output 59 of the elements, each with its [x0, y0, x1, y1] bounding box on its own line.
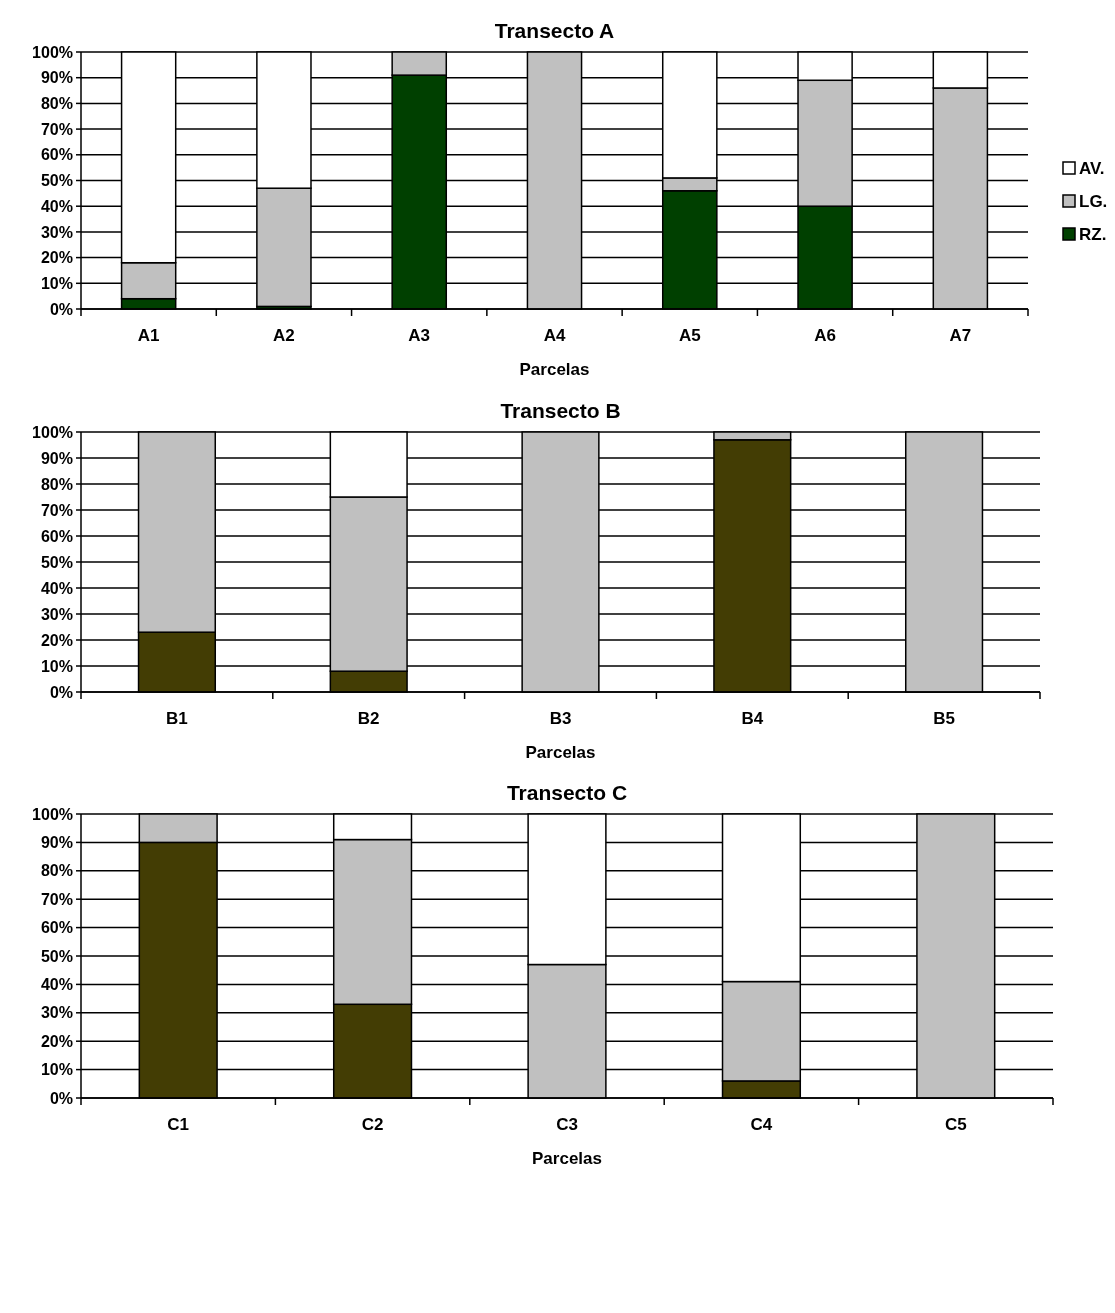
y-tick-label: 70% [40, 120, 73, 138]
y-tick-label: 40% [40, 579, 73, 597]
x-tick-label: B2 [357, 709, 380, 728]
y-tick-label: 50% [40, 172, 73, 190]
chart-title: Transecto A [494, 19, 615, 42]
x-tick-label: B3 [549, 709, 572, 728]
y-tick-label: 40% [40, 976, 73, 993]
y-tick-label: 100% [32, 805, 73, 823]
y-tick-label: 90% [40, 834, 73, 851]
y-tick-label: 70% [40, 890, 73, 908]
y-tick-label: 100% [32, 43, 73, 61]
y-tick-label: 30% [40, 223, 73, 241]
y-tick-label: 90% [40, 69, 73, 87]
y-tick-label: 50% [40, 553, 73, 571]
y-tick-label: 10% [40, 1061, 73, 1079]
x-tick-label: C2 [361, 1115, 384, 1134]
x-tick-label: A7 [949, 326, 972, 345]
x-tick-label: C5 [944, 1115, 967, 1134]
y-tick-label: 40% [40, 197, 73, 215]
y-tick-label: 100% [32, 423, 73, 441]
y-tick-label: 30% [40, 1004, 73, 1022]
x-axis-title: Parcelas [525, 743, 596, 762]
legend-label: LG. [1079, 191, 1108, 211]
y-tick-label: 30% [40, 605, 73, 623]
x-tick-label: A4 [543, 326, 566, 345]
legend-label: AV. [1079, 158, 1105, 178]
y-tick-label: 10% [40, 274, 73, 292]
y-tick-label: 60% [40, 146, 73, 164]
y-tick-label: 0% [49, 1089, 73, 1107]
y-tick-label: 20% [40, 249, 73, 267]
y-tick-label: 70% [40, 501, 73, 519]
x-tick-label: A2 [273, 326, 295, 345]
x-tick-label: C1 [167, 1115, 190, 1134]
x-tick-label: B5 [933, 709, 955, 728]
y-tick-label: 80% [40, 475, 73, 493]
y-tick-label: 90% [40, 449, 73, 467]
y-tick-label: 80% [40, 862, 73, 880]
x-tick-label: B1 [166, 709, 188, 728]
y-tick-label: 0% [49, 300, 73, 318]
y-tick-label: 0% [49, 683, 73, 701]
chart-title: Transecto C [506, 781, 628, 804]
x-axis-title: Parcelas [519, 360, 590, 379]
chart-title: Transecto B [500, 399, 621, 422]
x-tick-label: A5 [678, 326, 701, 345]
y-tick-label: 20% [40, 1032, 73, 1050]
x-tick-label: B4 [741, 709, 764, 728]
legend-label: RZ. [1079, 224, 1107, 244]
y-tick-label: 80% [40, 95, 73, 112]
y-tick-label: 50% [40, 947, 73, 965]
x-tick-label: A3 [408, 326, 431, 345]
y-tick-label: 10% [40, 657, 73, 675]
x-axis-title: Parcelas [532, 1149, 602, 1168]
x-tick-label: A1 [137, 326, 160, 345]
x-tick-label: A6 [814, 326, 836, 345]
y-tick-label: 60% [40, 919, 73, 937]
x-tick-label: C3 [556, 1115, 578, 1134]
y-tick-label: 20% [40, 631, 73, 649]
x-tick-label: C4 [750, 1115, 773, 1134]
y-tick-label: 60% [40, 527, 73, 545]
